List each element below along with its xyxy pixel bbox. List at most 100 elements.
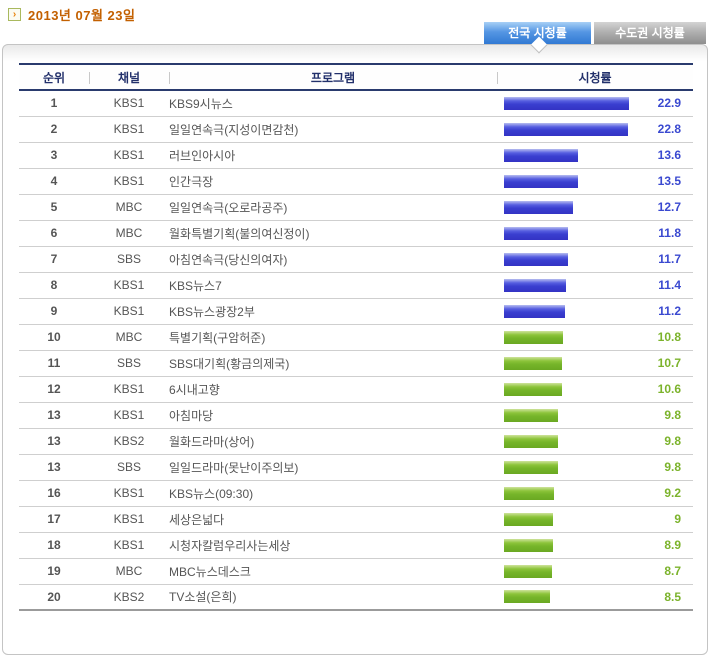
program-cell: KBS뉴스(09:30): [169, 480, 497, 507]
channel-cell: KBS1: [89, 376, 169, 403]
channel-cell: KBS1: [89, 168, 169, 195]
rating-cell: 8.9: [497, 532, 693, 559]
ratings-table: 순위 채널 프로그램 시청률 1 KBS1 KBS9시뉴스 22.9 2 KBS…: [19, 63, 693, 611]
channel-cell: KBS1: [89, 90, 169, 117]
rating-bar: [504, 590, 550, 604]
rating-value: 10.6: [657, 382, 681, 396]
rating-value: 9: [674, 512, 681, 526]
table-row: 5 MBC 일일연속극(오로라공주) 12.7: [19, 194, 693, 221]
rating-bar: [504, 538, 553, 552]
program-cell: SBS대기획(황금의제국): [169, 350, 497, 377]
program-cell: 월화드라마(상어): [169, 428, 497, 455]
rank-cell: 18: [19, 532, 89, 559]
rank-cell: 19: [19, 558, 89, 585]
rating-bar: [504, 512, 553, 526]
table-row: 13 SBS 일일드라마(못난이주의보) 9.8: [19, 454, 693, 481]
program-cell: 6시내고향: [169, 376, 497, 403]
rating-bar: [504, 460, 558, 474]
rank-cell: 4: [19, 168, 89, 195]
rating-value: 8.5: [664, 589, 681, 604]
rating-value: 11.7: [658, 252, 681, 266]
rating-cell: 8.5: [497, 584, 693, 611]
program-cell: MBC뉴스데스크: [169, 558, 497, 585]
rating-value: 12.7: [657, 200, 681, 214]
rating-value: 9.8: [664, 460, 681, 474]
rating-value: 13.6: [657, 148, 681, 162]
table-row: 12 KBS1 6시내고향 10.6: [19, 376, 693, 403]
table-row: 13 KBS1 아침마당 9.8: [19, 402, 693, 429]
rating-value: 10.8: [657, 330, 681, 344]
rank-cell: 13: [19, 402, 89, 429]
rating-bar: [504, 304, 565, 318]
rating-bar: [504, 408, 558, 422]
program-cell: 일일연속극(오로라공주): [169, 194, 497, 221]
channel-cell: KBS1: [89, 506, 169, 533]
rating-bar: [504, 356, 562, 370]
rank-cell: 13: [19, 454, 89, 481]
channel-cell: KBS2: [89, 428, 169, 455]
date-header: › 2013년 07월 23일: [8, 5, 135, 24]
channel-cell: SBS: [89, 454, 169, 481]
program-cell: KBS뉴스7: [169, 272, 497, 299]
table-row: 18 KBS1 시청자칼럼우리사는세상 8.9: [19, 532, 693, 559]
rating-value: 8.9: [664, 538, 681, 552]
rating-bar: [504, 174, 578, 188]
table-row: 11 SBS SBS대기획(황금의제국) 10.7: [19, 350, 693, 377]
table-row: 2 KBS1 일일연속극(지성이면감천) 22.8: [19, 116, 693, 143]
rating-cell: 11.7: [497, 246, 693, 273]
rating-cell: 9.8: [497, 428, 693, 455]
tab-bar: 전국 시청률 수도권 시청률: [484, 22, 706, 44]
rank-cell: 11: [19, 350, 89, 377]
rating-cell: 10.6: [497, 376, 693, 403]
table-row: 4 KBS1 인간극장 13.5: [19, 168, 693, 195]
table-row: 7 SBS 아침연속극(당신의여자) 11.7: [19, 246, 693, 273]
rating-value: 11.8: [658, 226, 681, 240]
ratings-table-header: 순위 채널 프로그램 시청률: [19, 63, 693, 91]
table-row: 10 MBC 특별기획(구암허준) 10.8: [19, 324, 693, 351]
rating-value: 8.7: [664, 564, 681, 578]
header-rank: 순위: [19, 63, 89, 91]
program-cell: 아침마당: [169, 402, 497, 429]
channel-cell: KBS2: [89, 584, 169, 611]
rating-bar: [504, 278, 566, 292]
rank-cell: 5: [19, 194, 89, 221]
rating-cell: 9.8: [497, 402, 693, 429]
rating-value: 9.2: [664, 486, 681, 500]
tab-national-ratings[interactable]: 전국 시청률: [484, 22, 591, 44]
rating-bar: [504, 434, 558, 448]
program-cell: 특별기획(구암허준): [169, 324, 497, 351]
rank-cell: 9: [19, 298, 89, 325]
rating-value: 22.9: [657, 96, 681, 111]
rating-cell: 13.6: [497, 142, 693, 169]
tab-metro-ratings[interactable]: 수도권 시청률: [594, 22, 706, 44]
rating-cell: 13.5: [497, 168, 693, 195]
rating-bar: [504, 96, 629, 110]
rank-cell: 2: [19, 116, 89, 143]
rating-cell: 11.2: [497, 298, 693, 325]
channel-cell: MBC: [89, 324, 169, 351]
rank-cell: 7: [19, 246, 89, 273]
rating-bar: [504, 252, 568, 266]
rank-cell: 17: [19, 506, 89, 533]
channel-cell: KBS1: [89, 142, 169, 169]
table-row: 9 KBS1 KBS뉴스광장2부 11.2: [19, 298, 693, 325]
channel-cell: KBS1: [89, 298, 169, 325]
channel-cell: MBC: [89, 194, 169, 221]
channel-cell: SBS: [89, 246, 169, 273]
rating-bar: [504, 382, 562, 396]
rank-cell: 20: [19, 584, 89, 611]
rating-cell: 11.8: [497, 220, 693, 247]
table-row: 16 KBS1 KBS뉴스(09:30) 9.2: [19, 480, 693, 507]
table-row: 19 MBC MBC뉴스데스크 8.7: [19, 558, 693, 585]
rank-cell: 1: [19, 90, 89, 117]
table-row: 20 KBS2 TV소설(은희) 8.5: [19, 584, 693, 611]
rating-value: 9.8: [664, 434, 681, 448]
ratings-table-body: 1 KBS1 KBS9시뉴스 22.9 2 KBS1 일일연속극(지성이면감천)…: [19, 90, 693, 611]
rank-cell: 12: [19, 376, 89, 403]
rank-cell: 8: [19, 272, 89, 299]
program-cell: 시청자칼럼우리사는세상: [169, 532, 497, 559]
rating-bar: [504, 226, 568, 240]
program-cell: 러브인아시아: [169, 142, 497, 169]
content-panel: 순위 채널 프로그램 시청률 1 KBS1 KBS9시뉴스 22.9 2 KBS…: [2, 36, 708, 655]
rating-cell: 11.4: [497, 272, 693, 299]
